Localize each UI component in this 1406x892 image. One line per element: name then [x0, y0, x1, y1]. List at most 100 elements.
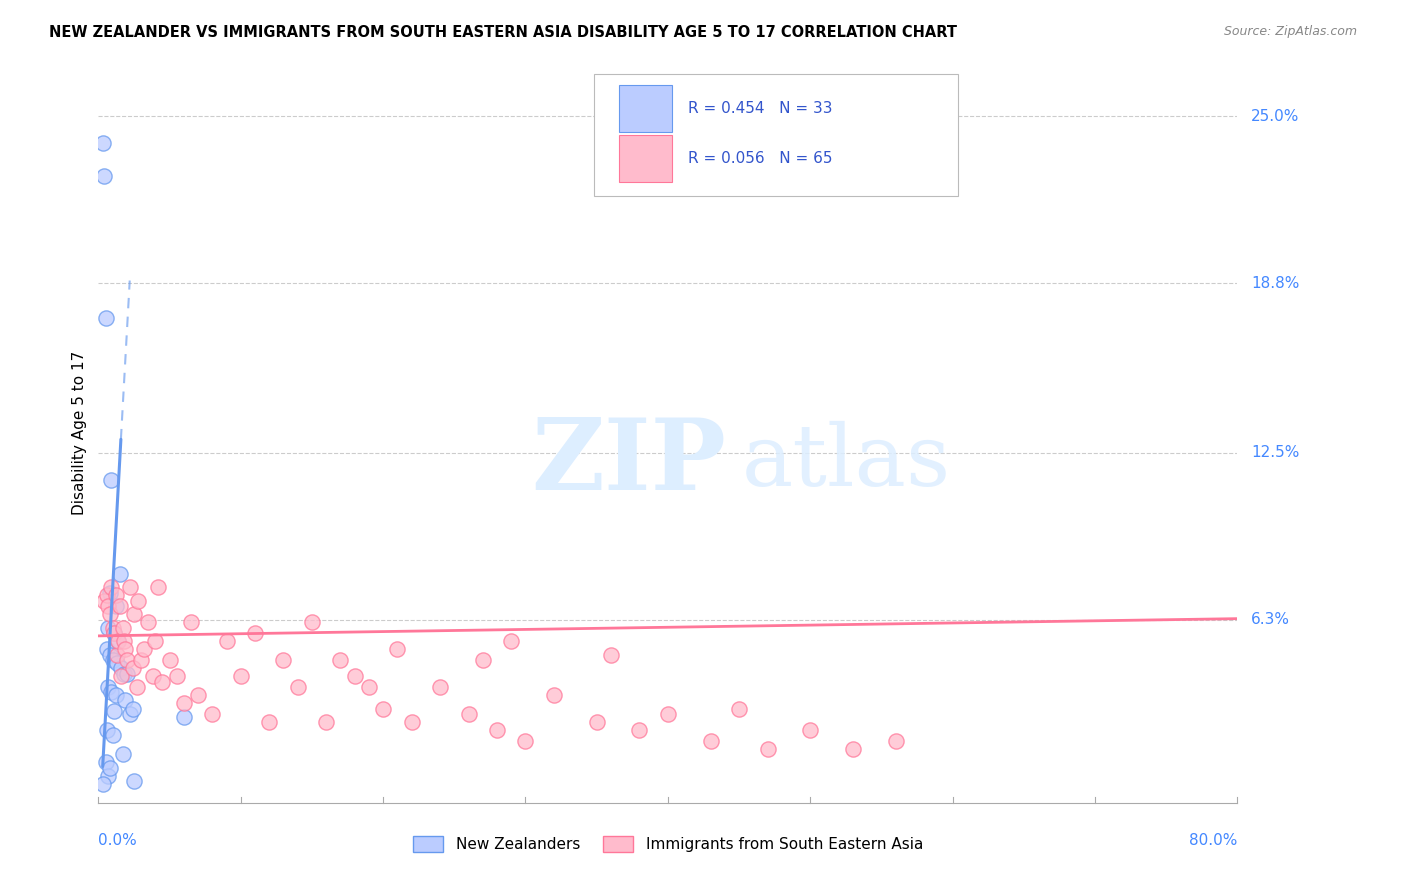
Point [103, 626, 125, 640]
Point [104, 688, 127, 702]
Point [91, 777, 114, 791]
Point [799, 723, 821, 738]
Point [121, 661, 143, 675]
Text: R = 0.454   N = 33: R = 0.454 N = 33 [689, 101, 832, 116]
Point [97, 680, 120, 694]
Point [600, 648, 623, 662]
Point [103, 704, 125, 718]
Point [122, 774, 145, 789]
Point [166, 669, 188, 683]
Point [100, 581, 122, 595]
Point [118, 581, 141, 595]
Point [98, 648, 121, 662]
Point [515, 734, 537, 748]
Point [543, 688, 565, 702]
Text: 18.8%: 18.8% [1251, 276, 1299, 291]
Text: 12.5%: 12.5% [1251, 445, 1299, 460]
Legend: New Zealanders, Immigrants from South Eastern Asia: New Zealanders, Immigrants from South Ea… [406, 830, 929, 858]
Point [343, 669, 366, 683]
Point [259, 714, 281, 729]
Point [884, 734, 907, 748]
Point [357, 680, 380, 694]
Point [728, 701, 751, 715]
Point [329, 653, 352, 667]
Text: 0.0%: 0.0% [98, 833, 138, 848]
Point [94, 311, 117, 326]
FancyBboxPatch shape [619, 85, 672, 132]
Point [115, 653, 138, 667]
Point [104, 599, 127, 614]
Point [100, 473, 122, 487]
Point [97, 621, 120, 635]
Point [105, 656, 128, 670]
Point [103, 626, 125, 640]
Point [93, 169, 115, 183]
Point [387, 642, 409, 657]
Point [215, 634, 238, 648]
Point [112, 666, 135, 681]
Point [118, 706, 141, 721]
FancyBboxPatch shape [619, 135, 672, 182]
Point [127, 594, 149, 608]
Point [657, 706, 679, 721]
Point [111, 747, 134, 762]
Point [107, 634, 129, 648]
Text: Source: ZipAtlas.com: Source: ZipAtlas.com [1223, 25, 1357, 38]
Point [114, 693, 136, 707]
Point [173, 696, 195, 710]
Point [97, 599, 120, 614]
Text: 6.3%: 6.3% [1251, 612, 1289, 627]
Point [842, 742, 865, 756]
Point [501, 634, 523, 648]
Point [457, 706, 479, 721]
Point [148, 581, 170, 595]
Point [180, 615, 202, 630]
Point [136, 615, 159, 630]
Point [108, 566, 131, 581]
Point [201, 706, 224, 721]
Point [91, 136, 114, 151]
Point [96, 589, 118, 603]
Point [401, 714, 423, 729]
Point [98, 607, 121, 622]
Point [471, 653, 494, 667]
Point [132, 642, 155, 657]
Point [96, 642, 118, 657]
Point [125, 680, 148, 694]
Point [301, 615, 323, 630]
Point [110, 669, 132, 683]
Point [756, 742, 779, 756]
Text: NEW ZEALANDER VS IMMIGRANTS FROM SOUTH EASTERN ASIA DISABILITY AGE 5 TO 17 CORRE: NEW ZEALANDER VS IMMIGRANTS FROM SOUTH E… [49, 25, 957, 40]
FancyBboxPatch shape [593, 73, 959, 195]
Point [145, 634, 167, 648]
Point [107, 634, 129, 648]
Point [115, 666, 138, 681]
Point [101, 621, 124, 635]
Point [112, 634, 135, 648]
Point [159, 653, 181, 667]
Point [105, 648, 128, 662]
Point [373, 701, 395, 715]
Point [98, 586, 121, 600]
Point [98, 761, 121, 775]
Point [122, 607, 145, 622]
Text: 80.0%: 80.0% [1189, 833, 1237, 848]
Point [229, 669, 252, 683]
Text: ZIP: ZIP [531, 414, 725, 511]
Point [100, 685, 122, 699]
Point [114, 642, 136, 657]
Point [699, 734, 721, 748]
Point [429, 680, 451, 694]
Point [101, 653, 124, 667]
Point [173, 709, 195, 723]
Point [111, 621, 134, 635]
Point [101, 729, 124, 743]
Point [104, 589, 127, 603]
Point [93, 594, 115, 608]
Point [273, 653, 295, 667]
Text: atlas: atlas [742, 421, 950, 504]
Point [187, 688, 209, 702]
Point [110, 661, 132, 675]
Point [585, 714, 607, 729]
Point [141, 669, 163, 683]
